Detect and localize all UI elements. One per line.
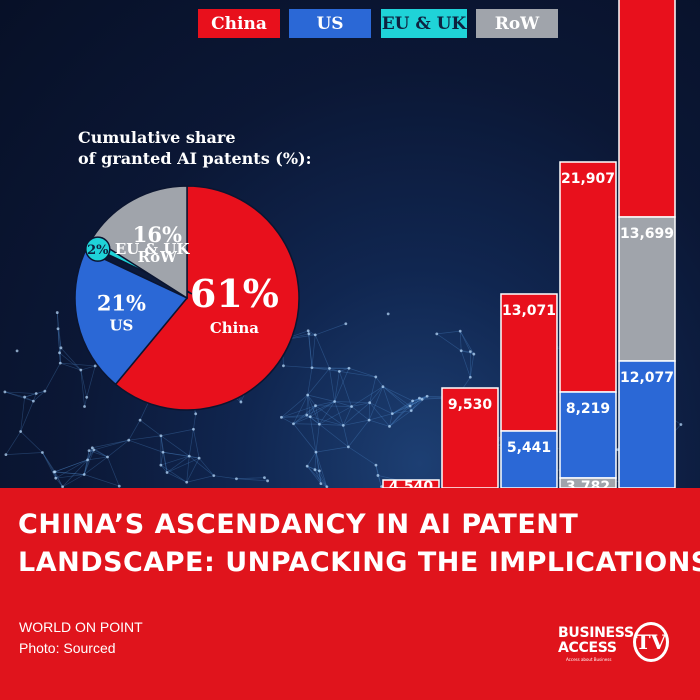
bar-2-segment-china: [441, 387, 499, 488]
bar-4-label-us: 8,219: [566, 401, 610, 417]
source-credit: WORLD ON POINT: [19, 619, 143, 635]
headline-line-2: LANDSCAPE: UNPACKING THE IMPLICATIONS: [18, 547, 700, 578]
legend-eu-uk: EU & UK: [381, 9, 467, 38]
pie-label-eu-uk-value: 2%: [87, 243, 109, 258]
pie-callout-eu-uk-bubble: [85, 236, 111, 262]
pie-label-china-name: China: [210, 319, 259, 337]
pie-label-row-value: 16%: [133, 222, 182, 247]
bar-5-segment-china: [618, 0, 676, 218]
bar-3-label-china: 13,071: [502, 303, 556, 319]
bar-4-segment-china: [559, 161, 617, 393]
headline-line-1: CHINA’S ASCENDANCY IN AI PATENT: [18, 509, 579, 540]
pie-slice-row: [91, 185, 188, 300]
bar-4-label-row: 3,782: [566, 479, 610, 488]
headline: CHINA’S ASCENDANCY IN AI PATENT LANDSCAP…: [18, 506, 700, 582]
pie-label-eu-uk-name: EU & UK: [115, 240, 191, 258]
bar-5-label-us: 12,077: [620, 370, 674, 386]
photo-credit: Photo: Sourced: [19, 640, 116, 656]
pie-label-china-value: 61%: [190, 271, 279, 316]
bar-3-label-us: 5,441: [507, 440, 551, 456]
bar-2-label-china: 9,530: [448, 397, 493, 413]
business-access-tv-logo: BUSINESS ACCESS Access about Business TV: [558, 622, 670, 664]
bar-4-segment-us: [559, 391, 617, 479]
pie-title: Cumulative share of granted AI patents (…: [78, 128, 338, 170]
pie-title-line-2: of granted AI patents (%):: [78, 148, 312, 168]
bar-3-segment-us: [500, 430, 558, 488]
pie-slice-china: [114, 185, 300, 411]
bar-1-segment-china: [382, 479, 440, 488]
bar-1-label-china: 4,540: [389, 479, 434, 488]
bar-4-label-china: 21,907: [561, 171, 615, 187]
bar-5-segment-row: [618, 216, 676, 362]
logo-line-1: BUSINESS: [558, 625, 634, 641]
bar-4-segment-row: [559, 477, 617, 488]
logo-line-2: ACCESS: [558, 640, 617, 656]
stacked-bar-chart: 4,540 9,530 13,071 5,441 21,907 8,219 3,782 13,…: [382, 0, 676, 488]
pie-label-row-name: RoW: [138, 248, 178, 266]
legend-row: RoW: [476, 9, 558, 38]
legend-us: US: [289, 9, 371, 38]
bar-3-segment-china: [500, 293, 558, 432]
pie-label-us-value: 21%: [97, 291, 146, 316]
headline-banner: [0, 488, 700, 700]
pie-title-line-1: Cumulative share: [78, 128, 236, 147]
bar-5-label-row: 13,699: [620, 226, 674, 242]
logo-tagline: Access about Business: [566, 657, 612, 662]
pie-chart: 61% China 21%US 16%RoW 2% EU & UK: [74, 185, 300, 411]
pie-slice-us: [74, 249, 189, 386]
logo-tv-mark: TV: [633, 622, 669, 662]
bar-5-segment-us: [618, 360, 676, 488]
pie-label-us-name: US: [109, 317, 133, 335]
chart-area: China US EU & UK RoW Cumulative share of…: [0, 0, 700, 488]
legend-china: China: [198, 9, 280, 38]
